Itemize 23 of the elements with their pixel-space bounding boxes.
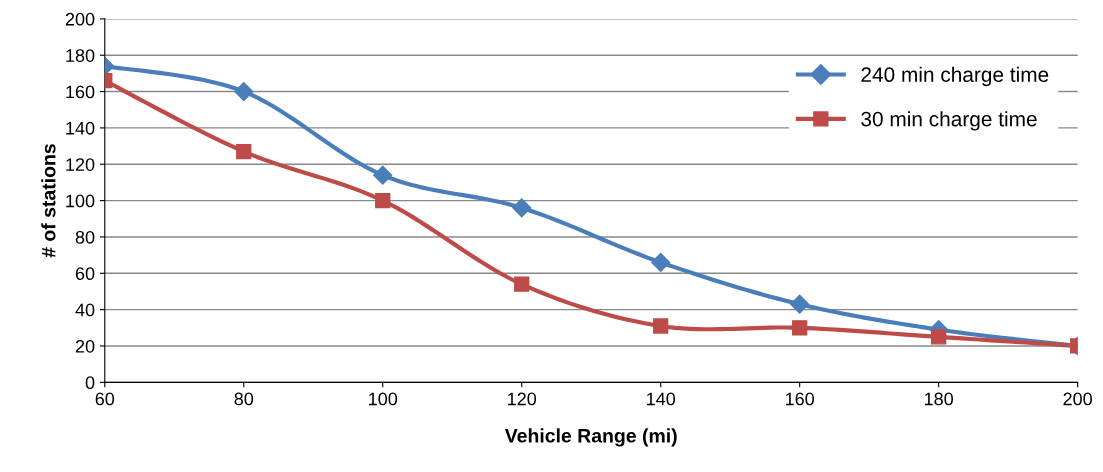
x-tick-label: 80	[234, 392, 254, 406]
x-tick-label: 60	[95, 392, 115, 406]
y-tick-label: 20	[75, 339, 95, 353]
y-tick-label: 180	[66, 49, 95, 62]
x-tick-label: 120	[508, 392, 537, 406]
x-tick-label: 180	[924, 392, 954, 406]
y-tick-label: 120	[66, 158, 95, 171]
x-axis-title: Vehicle Range (mi)	[504, 428, 677, 447]
y-tick-label: 80	[75, 230, 95, 244]
legend-label: 30 min charge time	[861, 111, 1037, 131]
x-tick-label: 200	[1063, 392, 1092, 406]
y-tick-label: 160	[66, 85, 95, 99]
y-axis-title: # of stations	[41, 144, 56, 258]
x-tick-label: 160	[785, 392, 815, 406]
x-tick-label: 100	[369, 392, 398, 406]
legend-label: 240 min charge time	[861, 66, 1049, 87]
y-tick-label: 0	[85, 376, 95, 390]
y-tick-label: 200	[65, 12, 95, 26]
y-tick-label: 40	[75, 303, 95, 317]
y-tick-label: 100	[66, 194, 95, 208]
y-tick-label: 140	[66, 121, 95, 135]
y-tick-label: 60	[75, 267, 95, 281]
x-tick-label: 140	[647, 392, 676, 406]
